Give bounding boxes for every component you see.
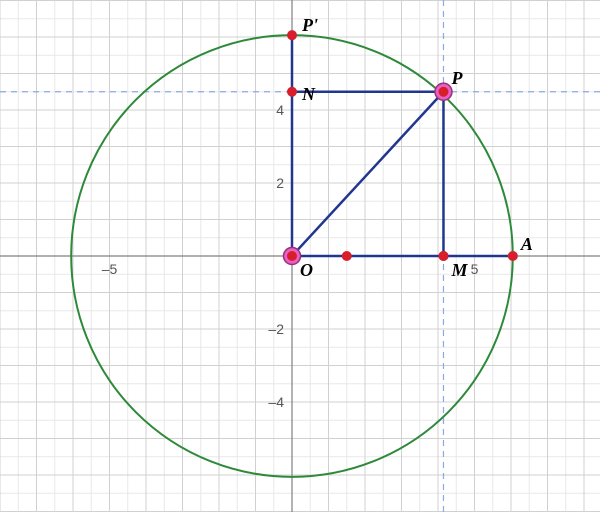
- point-P: [438, 87, 448, 97]
- point-Pprime: [287, 30, 297, 40]
- label-Pprime: P': [301, 15, 318, 35]
- point-A: [508, 251, 518, 261]
- point-O: [287, 251, 297, 261]
- label-N: N: [301, 84, 316, 104]
- label-A: A: [520, 234, 533, 254]
- xtick-5: 5: [471, 261, 479, 277]
- segments: [292, 35, 513, 256]
- ytick-2: 2: [276, 175, 284, 191]
- segment-O-P: [292, 92, 443, 256]
- point-N: [287, 87, 297, 97]
- label-O: O: [300, 260, 313, 280]
- point-aux2: [438, 251, 448, 261]
- ytick-4: 4: [276, 102, 284, 118]
- label-P: P: [450, 68, 463, 88]
- xtick--5: –5: [102, 261, 118, 277]
- point-aux1: [342, 251, 352, 261]
- label-M: M: [450, 260, 468, 280]
- ytick--4: –4: [268, 394, 284, 410]
- ytick--2: –2: [268, 321, 284, 337]
